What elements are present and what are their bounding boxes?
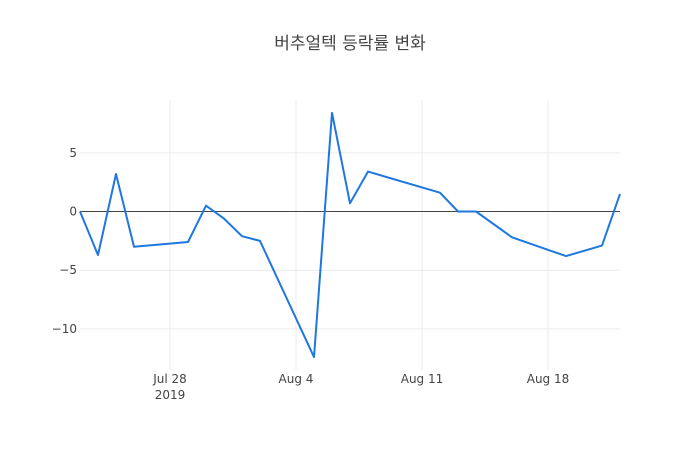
x-tick-sublabel: 2019 — [155, 388, 186, 402]
grid-layer — [80, 100, 620, 370]
series-line — [79, 111, 621, 359]
axis-layer: Jul 28 2019 Aug 4 Aug 11 Aug 18 5 0 −5 −10 — [52, 146, 570, 402]
y-tick-label: 5 — [69, 146, 77, 160]
x-tick-label: Aug 4 — [279, 372, 314, 386]
x-tick-label: Aug 18 — [527, 372, 570, 386]
x-tick-label: Jul 28 — [152, 372, 187, 386]
series-layer — [79, 111, 621, 359]
chart-title: 버추얼텍 등락률 변화 — [274, 34, 426, 54]
x-tick-label: Aug 11 — [401, 372, 444, 386]
y-tick-label: 0 — [69, 205, 77, 219]
y-tick-label: −5 — [59, 263, 77, 277]
y-tick-label: −10 — [52, 322, 77, 336]
